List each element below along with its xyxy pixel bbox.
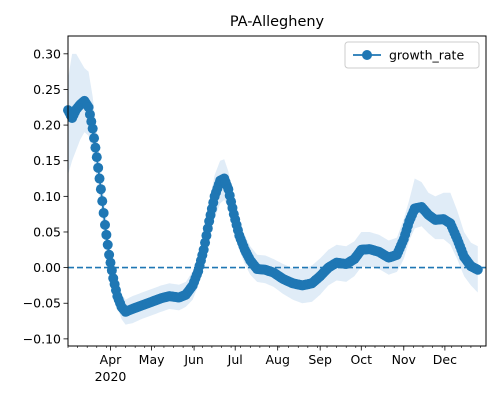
data-point: [101, 229, 112, 240]
data-point: [95, 184, 106, 195]
data-point: [89, 133, 100, 144]
data-point: [93, 162, 104, 173]
data-point: [100, 219, 110, 230]
x-tick-label: Dec: [433, 352, 457, 367]
chart-title: PA-Allegheny: [230, 14, 325, 30]
legend-label: growth_rate: [389, 48, 464, 63]
data-point: [97, 196, 108, 207]
x-tick-label: Oct: [350, 352, 372, 367]
y-tick-label: 0.15: [33, 153, 61, 168]
x-tick-label: Jul: [227, 352, 243, 367]
x-tick-label: Sep: [308, 352, 332, 367]
y-tick-label: 0.20: [33, 118, 61, 133]
y-tick-label: 0.05: [33, 224, 61, 239]
y-tick-label: 0.10: [33, 189, 61, 204]
data-point: [105, 257, 116, 268]
confidence-band: [68, 53, 478, 325]
legend-marker-swatch: [362, 50, 372, 60]
y-tick-label: 0.00: [33, 260, 61, 275]
x-tick-year-label: 2020: [95, 369, 127, 384]
y-tick-label: 0.30: [33, 46, 61, 61]
series-point-layer: [63, 95, 483, 317]
legend-box: [344, 41, 480, 69]
x-tick-label: Jun: [183, 352, 204, 367]
legend: growth_rate: [344, 41, 480, 69]
data-point: [106, 265, 117, 276]
data-point: [91, 152, 102, 163]
data-point: [94, 173, 105, 184]
y-axis: −0.10 −0.05 0.00 0.05 0.10 0.15 0.20 0.25 0.30: [23, 46, 68, 346]
data-point: [87, 123, 98, 134]
x-tick-label: Nov: [392, 352, 417, 367]
x-tick-label: Aug: [265, 352, 289, 367]
y-tick-label: 0.25: [33, 82, 61, 97]
y-tick-label: −0.05: [23, 296, 61, 311]
data-point: [90, 142, 101, 153]
plot-frame: [67, 35, 487, 347]
x-axis: Apr 2020 May Jun Jul Aug Sep Oct Nov Dec: [67, 346, 481, 384]
data-point: [98, 207, 109, 218]
x-tick-label: Apr: [100, 352, 122, 367]
data-point: [472, 264, 483, 275]
y-tick-label: −0.10: [23, 331, 61, 346]
data-point: [102, 239, 113, 250]
data-point: [104, 249, 115, 260]
confidence-band-layer: [68, 53, 478, 325]
x-tick-label: May: [139, 352, 165, 367]
